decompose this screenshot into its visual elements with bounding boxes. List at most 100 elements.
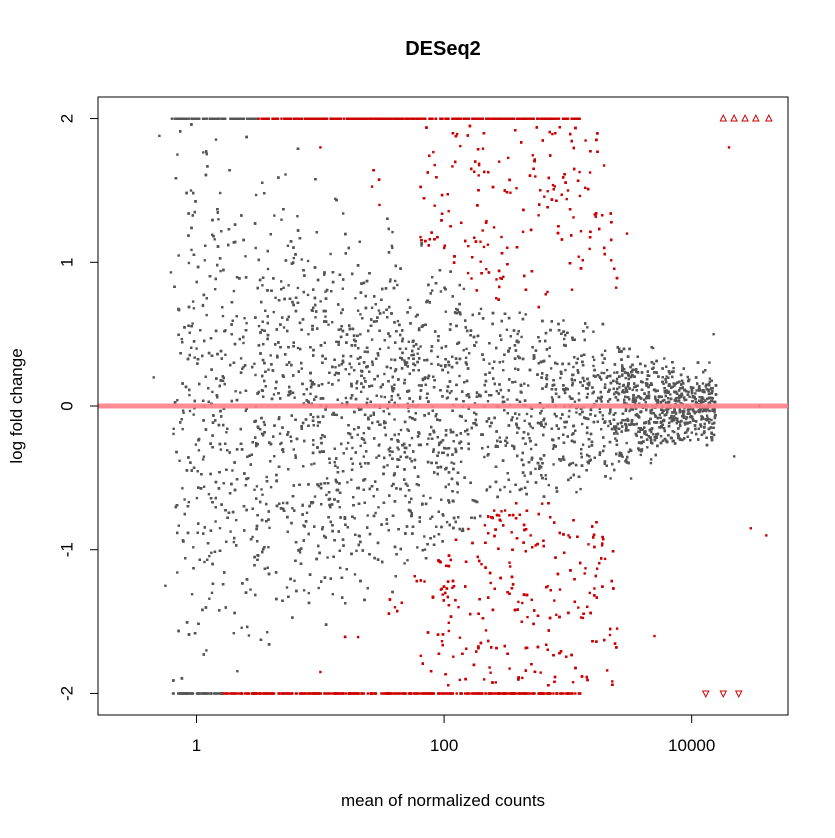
data-point bbox=[287, 390, 291, 394]
data-point bbox=[618, 382, 621, 386]
data-point bbox=[447, 483, 450, 486]
data-point bbox=[573, 400, 577, 403]
data-point bbox=[551, 447, 555, 450]
data-point bbox=[284, 173, 287, 176]
data-point bbox=[285, 586, 289, 589]
data-point bbox=[503, 509, 507, 512]
data-point bbox=[567, 534, 570, 537]
data-point bbox=[317, 485, 320, 488]
data-point bbox=[232, 632, 235, 635]
data-point bbox=[583, 572, 586, 575]
data-point bbox=[360, 465, 363, 468]
data-point bbox=[403, 378, 406, 382]
data-point bbox=[432, 150, 435, 154]
data-point bbox=[523, 382, 526, 385]
data-point bbox=[450, 461, 453, 464]
data-point bbox=[568, 536, 571, 539]
data-point bbox=[544, 474, 547, 477]
data-point bbox=[488, 362, 491, 365]
data-point bbox=[420, 244, 423, 247]
data-point bbox=[537, 214, 540, 217]
data-point bbox=[398, 397, 402, 400]
data-point bbox=[359, 313, 362, 316]
data-point bbox=[359, 333, 362, 336]
data-point bbox=[391, 230, 394, 234]
data-point bbox=[600, 544, 604, 547]
data-point bbox=[665, 375, 668, 378]
data-point bbox=[388, 446, 392, 450]
data-point bbox=[224, 353, 227, 356]
data-point bbox=[558, 588, 562, 591]
data-point bbox=[488, 666, 491, 669]
data-point bbox=[218, 527, 222, 530]
data-point bbox=[447, 629, 450, 633]
data-point bbox=[314, 316, 317, 319]
data-point bbox=[645, 394, 649, 398]
data-point bbox=[470, 277, 473, 280]
data-point bbox=[356, 635, 360, 639]
data-point bbox=[633, 386, 636, 389]
data-point bbox=[255, 485, 259, 488]
data-point bbox=[337, 364, 341, 367]
data-point bbox=[406, 428, 409, 431]
data-point bbox=[629, 477, 633, 480]
data-point bbox=[242, 341, 245, 345]
data-point bbox=[458, 636, 462, 639]
data-point bbox=[377, 309, 381, 312]
data-point bbox=[494, 681, 497, 684]
data-point bbox=[202, 455, 206, 458]
data-point bbox=[324, 290, 327, 293]
data-point bbox=[461, 527, 465, 531]
data-point bbox=[572, 216, 575, 219]
data-point bbox=[508, 561, 511, 564]
data-point bbox=[571, 461, 575, 465]
data-point bbox=[611, 680, 614, 683]
data-point bbox=[467, 244, 470, 248]
data-point bbox=[239, 357, 243, 360]
data-point bbox=[708, 361, 711, 364]
data-point bbox=[260, 328, 264, 332]
data-point bbox=[671, 440, 674, 443]
data-point bbox=[254, 193, 258, 197]
data-point bbox=[584, 567, 587, 570]
data-point bbox=[334, 366, 337, 369]
data-point bbox=[316, 424, 319, 427]
data-point bbox=[621, 455, 624, 459]
data-point bbox=[705, 414, 709, 417]
data-point bbox=[176, 399, 179, 402]
data-point bbox=[423, 580, 426, 583]
data-point bbox=[663, 357, 666, 360]
data-point bbox=[451, 165, 454, 168]
data-point bbox=[327, 323, 330, 326]
data-point bbox=[240, 626, 243, 629]
data-point bbox=[598, 376, 602, 380]
data-point bbox=[495, 297, 498, 300]
data-point bbox=[603, 557, 607, 561]
data-point bbox=[351, 446, 354, 450]
data-point bbox=[427, 437, 430, 440]
data-point bbox=[606, 669, 609, 672]
data-point bbox=[665, 389, 669, 392]
data-point bbox=[559, 417, 562, 420]
data-point bbox=[696, 382, 699, 385]
data-point bbox=[370, 306, 374, 309]
data-point bbox=[465, 347, 468, 351]
data-point bbox=[581, 443, 585, 446]
data-point bbox=[394, 279, 397, 283]
data-point bbox=[391, 246, 394, 250]
data-point bbox=[639, 453, 642, 457]
data-point bbox=[499, 276, 502, 280]
data-point bbox=[296, 346, 300, 350]
data-point bbox=[635, 396, 638, 399]
data-point bbox=[527, 384, 530, 387]
data-point bbox=[577, 255, 580, 258]
data-point bbox=[354, 297, 357, 300]
data-point bbox=[456, 491, 459, 494]
data-point bbox=[688, 395, 691, 399]
data-point bbox=[602, 164, 606, 167]
data-point bbox=[493, 509, 496, 512]
data-point bbox=[531, 426, 534, 430]
data-point bbox=[253, 362, 256, 365]
data-point bbox=[353, 517, 356, 520]
data-point bbox=[337, 343, 340, 346]
